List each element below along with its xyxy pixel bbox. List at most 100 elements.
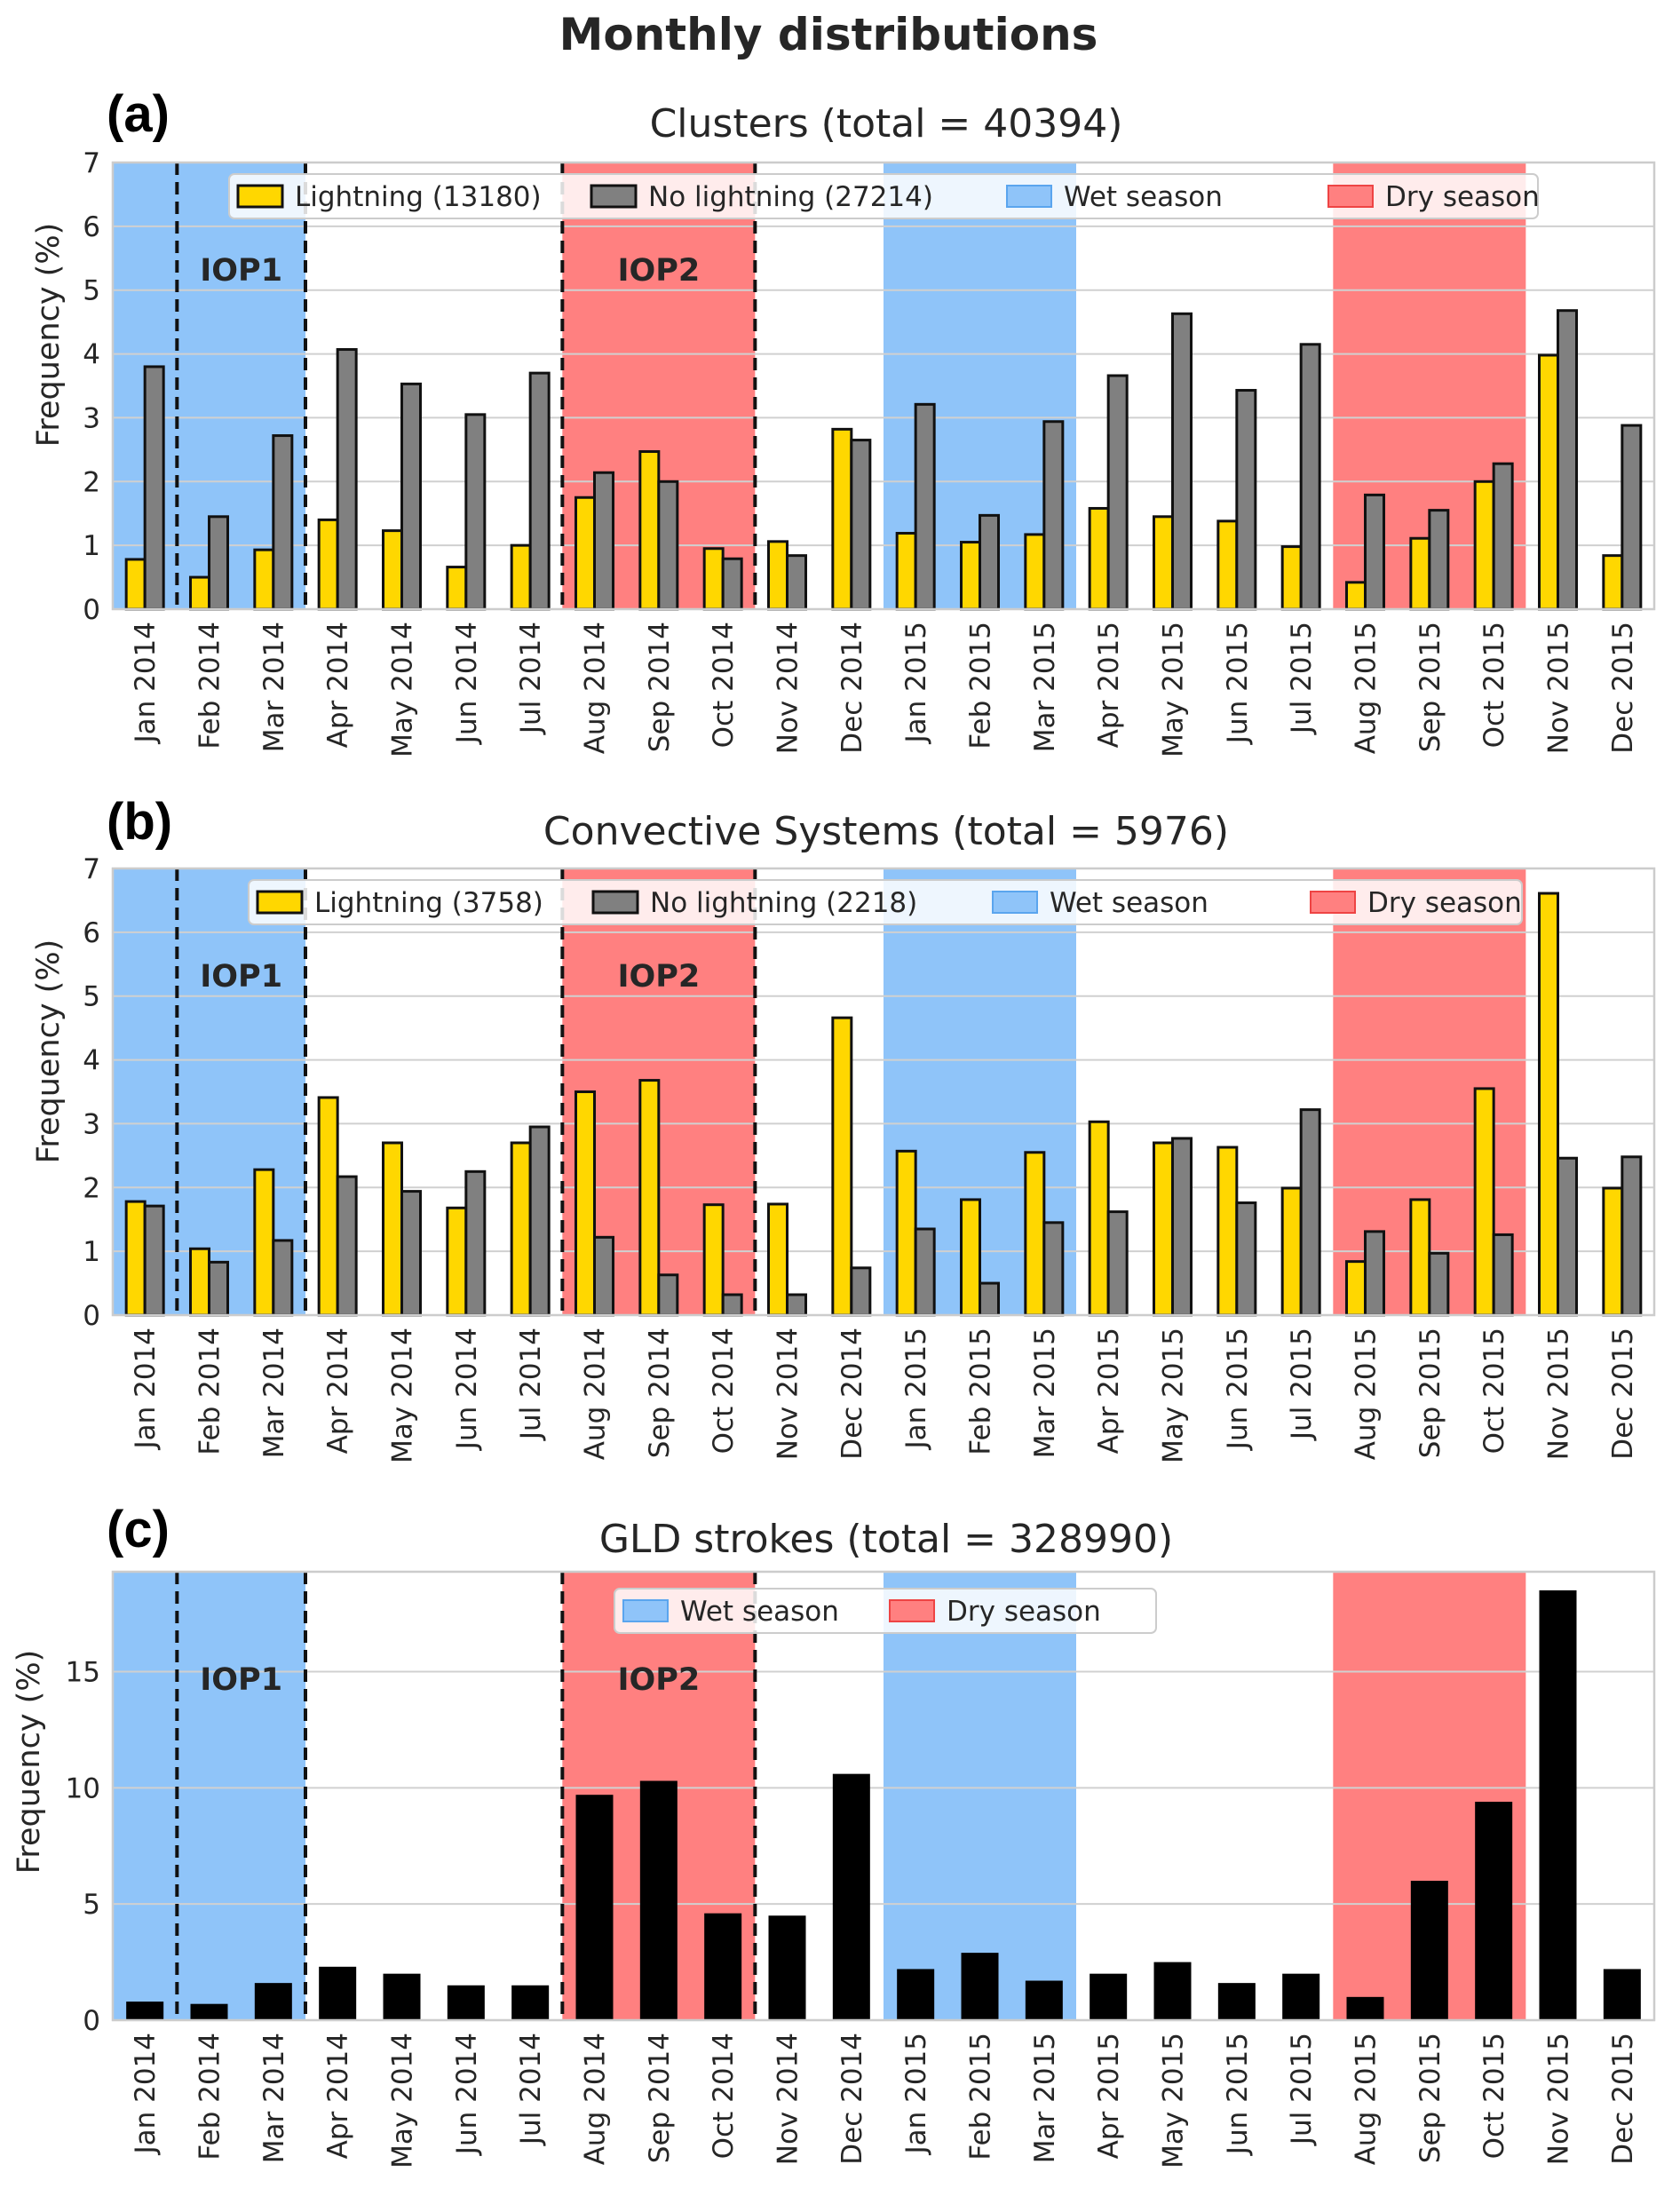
x-tick-label-may-2015: May 2015: [1158, 2033, 1190, 2168]
x-tick-label-oct-2015: Oct 2015: [1478, 2033, 1510, 2159]
lightning-bar-jan-2015: [895, 531, 917, 611]
stroke-bar-feb-2015: [961, 1953, 999, 2020]
no-lightning-bar-apr-2015: [1106, 1210, 1129, 1317]
y-tick-label: 4: [83, 339, 100, 371]
no-lightning-bar-jun-2014: [464, 413, 487, 611]
no-lightning-bar-feb-2014: [208, 1260, 229, 1317]
x-tick-label-apr-2015: Apr 2015: [1093, 1328, 1125, 1454]
x-tick-label-jan-2015: Jan 2015: [900, 1328, 932, 1451]
legend-box: [228, 173, 1539, 219]
y-tick-label: 1: [83, 530, 100, 562]
no-lightning-bar-dec-2015: [1621, 424, 1643, 611]
no-lightning-bar-jul-2015: [1299, 1108, 1321, 1317]
lightning-bar-jul-2015: [1280, 545, 1303, 611]
lightning-bar-mar-2014: [253, 548, 275, 611]
lightning-bar-apr-2014: [317, 1096, 339, 1317]
y-tick-label: 0: [83, 594, 100, 626]
x-tick-label-jan-2015: Jan 2015: [900, 2033, 932, 2156]
panel-title-c: GLD strokes (total = 328990): [599, 1517, 1173, 1562]
lightning-bar-may-2015: [1153, 515, 1174, 611]
lightning-bar-jan-2014: [124, 558, 147, 611]
legend-swatch-lightning: [236, 184, 284, 209]
lightning-bar-dec-2014: [831, 1016, 853, 1317]
no-lightning-bar-oct-2014: [721, 1293, 743, 1317]
no-lightning-bar-nov-2015: [1557, 1156, 1578, 1317]
no-lightning-bar-sep-2015: [1428, 1251, 1450, 1317]
x-tick-label-nov-2014: Nov 2014: [773, 2033, 804, 2165]
bars: [124, 892, 1643, 1317]
stroke-bar-jul-2014: [511, 1985, 550, 2020]
legend-swatch-dry-season: [1310, 891, 1356, 914]
y-tick-label: 1: [83, 1236, 100, 1268]
x-tick-label-jan-2014: Jan 2014: [130, 1328, 162, 1451]
x-tick-label-jul-2015: Jul 2015: [1286, 2033, 1318, 2146]
stroke-bar-nov-2015: [1539, 1590, 1577, 2020]
iop2-label: IOP2: [617, 959, 700, 995]
legend-label: Lightning (13180): [295, 181, 542, 213]
x-tick-label-may-2015: May 2015: [1158, 1328, 1190, 1463]
no-lightning-bar-may-2014: [400, 1190, 422, 1317]
no-lightning-bar-sep-2014: [657, 480, 679, 611]
no-lightning-bar-may-2015: [1171, 312, 1193, 611]
lightning-bar-may-2014: [382, 1141, 403, 1317]
lightning-bar-feb-2015: [960, 1198, 981, 1317]
lightning-bar-dec-2015: [1602, 554, 1624, 611]
x-tick-label-nov-2014: Nov 2014: [773, 622, 804, 754]
x-tick-label-aug-2015: Aug 2015: [1351, 622, 1383, 754]
legend-swatch-dry-season: [889, 1599, 935, 1622]
no-lightning-bar-jul-2015: [1299, 343, 1321, 611]
lightning-bar-mar-2015: [1024, 1151, 1046, 1317]
no-lightning-bar-jul-2014: [528, 1125, 551, 1317]
lightning-bar-nov-2015: [1538, 892, 1559, 1317]
lightning-bar-aug-2014: [575, 1090, 596, 1317]
lightning-bar-mar-2015: [1024, 533, 1046, 611]
x-tick-label-dec-2014: Dec 2014: [836, 2033, 868, 2165]
x-tick-label-feb-2014: Feb 2014: [194, 1328, 226, 1455]
x-tick-label-aug-2014: Aug 2014: [580, 1328, 612, 1460]
bars: [126, 1590, 1641, 2020]
no-lightning-bar-oct-2014: [721, 557, 743, 611]
legend-label: Wet season: [1050, 887, 1208, 919]
y-tick-label: 3: [83, 1108, 100, 1140]
no-lightning-bar-jan-2015: [914, 402, 936, 611]
y-tick-label: 10: [66, 1772, 100, 1804]
stroke-bar-jun-2015: [1217, 1983, 1256, 2020]
no-lightning-bar-dec-2015: [1621, 1155, 1643, 1317]
x-tick-label-apr-2015: Apr 2015: [1093, 2033, 1125, 2159]
x-tick-label-jul-2014: Jul 2014: [515, 1328, 547, 1441]
plot-area: [113, 1572, 1654, 2020]
no-lightning-bar-aug-2014: [593, 1235, 614, 1317]
legend-label: No lightning (2218): [650, 887, 917, 919]
lightning-bar-aug-2015: [1345, 581, 1367, 611]
panel-title-b: Convective Systems (total = 5976): [543, 809, 1229, 854]
plot-frame: [111, 161, 1656, 611]
legend-swatch-no-lightning: [591, 890, 639, 915]
stroke-bar-aug-2014: [575, 1795, 614, 2020]
y-tick-label: 6: [83, 917, 100, 949]
legend-box: [248, 879, 1523, 925]
no-lightning-bar-nov-2015: [1557, 309, 1578, 611]
no-lightning-bar-jun-2014: [464, 1169, 487, 1317]
x-tick-label-jun-2015: Jun 2015: [1222, 622, 1254, 745]
y-tick-label: 5: [83, 275, 100, 307]
no-lightning-bar-feb-2015: [979, 1281, 1000, 1317]
x-tick-label-jan-2015: Jan 2015: [900, 622, 932, 745]
legend-swatch-wet-season: [622, 1599, 669, 1622]
lightning-bar-feb-2014: [189, 1247, 210, 1317]
x-tick-label-feb-2015: Feb 2015: [965, 622, 997, 749]
x-tick-label-dec-2015: Dec 2015: [1607, 2033, 1639, 2165]
x-tick-label-jun-2015: Jun 2015: [1222, 1328, 1254, 1451]
x-tick-label-jan-2014: Jan 2014: [130, 2033, 162, 2156]
no-lightning-bar-mar-2014: [272, 434, 294, 611]
figure-title: Monthly distributions: [559, 9, 1098, 60]
x-tick-label-jul-2014: Jul 2014: [515, 622, 547, 735]
x-tick-label-nov-2015: Nov 2015: [1543, 1328, 1575, 1460]
panel-label-c: (c): [107, 1501, 170, 1558]
no-lightning-bar-aug-2015: [1364, 493, 1385, 611]
lightning-bar-aug-2014: [575, 495, 596, 611]
lightning-bar-feb-2015: [960, 541, 981, 611]
x-tick-label-mar-2015: Mar 2015: [1029, 622, 1061, 752]
stroke-bar-apr-2015: [1090, 1973, 1128, 2020]
x-tick-label-nov-2015: Nov 2015: [1543, 622, 1575, 754]
no-lightning-bar-nov-2014: [786, 1293, 807, 1317]
